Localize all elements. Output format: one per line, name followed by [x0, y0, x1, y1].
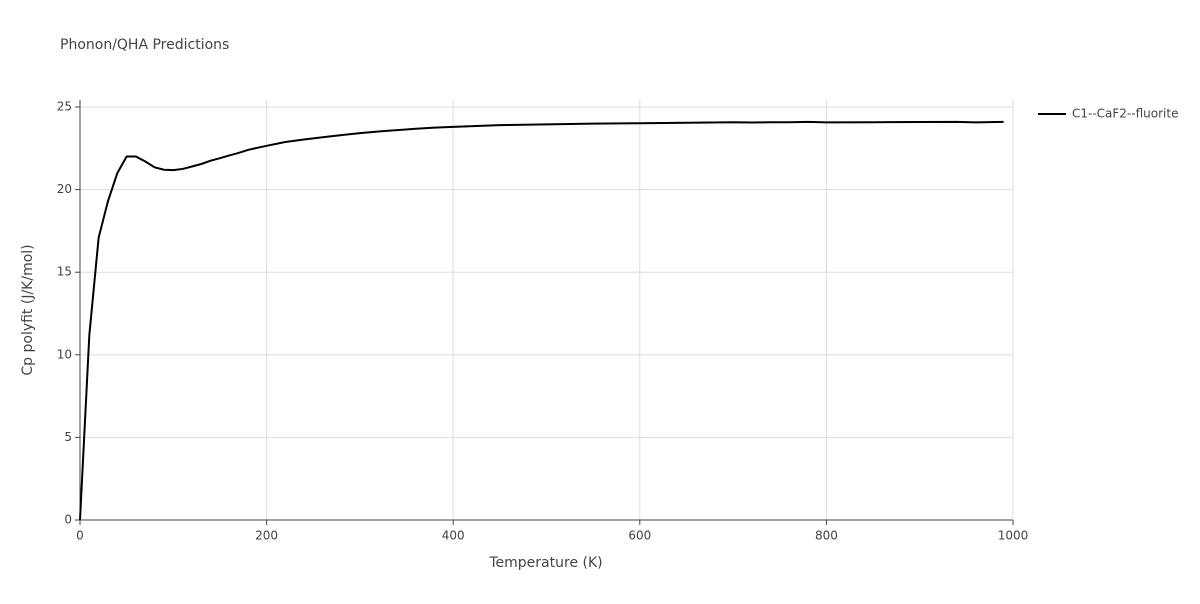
- series-line: [79, 120, 1004, 521]
- x-tick-label: 0: [76, 529, 84, 543]
- x-tick-label: 1000: [998, 529, 1029, 543]
- x-tick-label: 800: [815, 529, 838, 543]
- y-tick-label: 20: [57, 182, 72, 196]
- x-tick-label: 600: [628, 529, 651, 543]
- y-tick-label: 10: [57, 347, 72, 361]
- legend-label: C1--CaF2--fluorite: [1072, 107, 1178, 121]
- x-tick-label: 200: [255, 529, 278, 543]
- chart-title: Phonon/QHA Predictions: [60, 37, 229, 53]
- y-tick-label: 0: [64, 513, 72, 527]
- y-tick-label: 5: [64, 430, 72, 444]
- y-axis-label: Cp polyfit (J/K/mol): [20, 244, 36, 375]
- y-tick-label: 25: [57, 100, 72, 114]
- x-axis-label: Temperature (K): [488, 555, 602, 571]
- x-tick-label: 400: [442, 529, 465, 543]
- y-tick-label: 15: [57, 265, 72, 279]
